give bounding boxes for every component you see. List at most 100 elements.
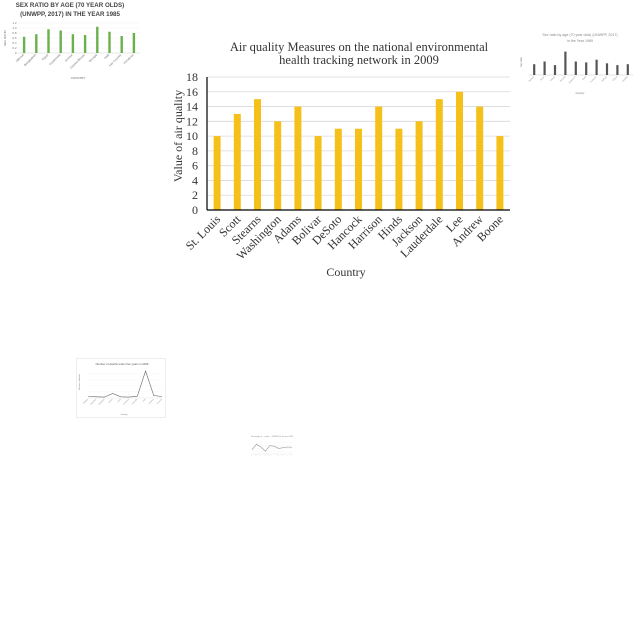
thumb-x-tick: Greece <box>64 53 74 63</box>
thumb-x-tick: Bolivia <box>550 76 556 82</box>
bar-boone <box>496 136 504 210</box>
x-tick-labels: St. LouisScottStearnsWashingtonAdamsBoli… <box>183 212 506 263</box>
thumb-x-tick: g <box>277 455 279 457</box>
thumbnail-deaths-line-chart: Number of deaths under five years in 200… <box>76 358 166 418</box>
y-tick-label: 8 <box>192 144 198 158</box>
thumb-bar <box>585 62 588 75</box>
thumb-bar <box>626 64 629 75</box>
thumb-bar <box>553 65 557 75</box>
thumb-x-tick: Gambia <box>622 76 629 83</box>
thumb-y-tick: 1.2 <box>12 21 17 25</box>
bar-hancock <box>355 128 362 210</box>
thumb-bar <box>35 34 38 53</box>
thumb-bar <box>595 59 598 75</box>
thumb-x-tick: Belize <box>108 399 113 404</box>
thumb-y-tick: 1.0 <box>12 26 17 30</box>
thumb-bar <box>574 61 577 75</box>
thumb-x-tick: Guatemala <box>48 53 61 66</box>
bar-desoto <box>334 128 342 210</box>
thumb-x-tick: c <box>260 455 262 457</box>
thumb-tr-title-1: Sex ratio by age (70 year olds) (UNWPP, … <box>542 33 617 37</box>
thumb-x-tick: Dominica <box>123 399 130 406</box>
thumb-bar <box>22 36 26 53</box>
thumb-tr-xlabel: Country <box>576 92 586 95</box>
y-tick-label: 18 <box>186 70 198 84</box>
x-axis-label: Country <box>326 265 365 279</box>
thumb-x-tick: Bangladesh <box>23 53 37 67</box>
y-tick-label: 0 <box>192 203 198 217</box>
thumb-x-tick: h <box>282 455 284 457</box>
x-tick-label: St. Louis <box>183 212 224 253</box>
bar-jackson <box>415 121 423 210</box>
thumb-x-tick: Djibouti <box>601 75 608 82</box>
thumb-bar <box>605 63 609 75</box>
thumb-series-line <box>87 370 163 398</box>
bar-st-louis <box>213 136 221 210</box>
thumb-x-tick: Jamaica <box>148 399 154 405</box>
thumb-x-tick: Benin <box>540 76 545 81</box>
y-tick-label: 16 <box>186 85 198 99</box>
thumb-bar <box>120 36 123 53</box>
thumb-x-tick: St Lucia <box>156 398 163 405</box>
thumb-tr-ylabel: Sex ratio <box>520 56 523 66</box>
thumb-bar <box>71 34 75 53</box>
bar-adams <box>294 106 302 210</box>
thumb-bar <box>132 33 136 53</box>
bar-lee <box>456 91 463 210</box>
thumb-y-tick: 0.8 <box>12 31 17 35</box>
y-tick-label: 10 <box>186 129 198 143</box>
y-tick-label: 12 <box>186 114 198 128</box>
thumb-ml-title: Number of deaths under five years in 200… <box>96 362 149 366</box>
thumbnail-tiny-line-chart: Percentage of ... under ... (UNWPP) in t… <box>251 435 293 457</box>
thumb-y-tick: 0.4 <box>12 41 17 45</box>
thumb-x-tick: Cuba <box>117 399 121 403</box>
bar-washington <box>274 121 282 210</box>
chart-title-line-1: Air quality Measures on the national env… <box>230 40 489 54</box>
thumb-bar <box>564 51 567 75</box>
thumb-bar <box>59 30 62 53</box>
thumb-series-line <box>251 443 293 452</box>
thumb-x-tick: f <box>273 454 275 456</box>
thumb-x-tick: a <box>251 455 253 457</box>
thumb-x-tick: Haiti <box>142 398 147 403</box>
thumb-tl-title-1: SEX RATIO BY AGE (70 YEAR OLDS) <box>16 2 124 9</box>
thumb-x-tick: i <box>287 454 289 456</box>
thumbnail-sex-ratio-chart-grey: Sex ratio by age (70 year olds) (UNWPP, … <box>520 33 633 95</box>
thumb-x-tick: e <box>269 455 271 457</box>
thumb-ml-xlabel: Country <box>120 413 127 416</box>
y-tick-label: 2 <box>192 188 198 202</box>
thumb-x-tick: Barbados <box>98 399 105 406</box>
thumb-tr-title-2: in the Year 1985 <box>567 39 593 43</box>
thumb-bar <box>616 65 619 75</box>
bar-harrison <box>375 106 383 210</box>
thumb-x-tick: Djibouti <box>15 53 25 63</box>
thumb-x-tick: Cameroon <box>568 76 576 84</box>
thumb-bar <box>83 35 87 53</box>
bar-andrew <box>476 106 484 210</box>
thumb-x-tick: Bahamas <box>90 399 97 406</box>
thumb-x-tick: d <box>264 455 266 457</box>
bar-hinds <box>395 128 403 210</box>
thumb-ml-ylabel: Number of deaths <box>78 374 81 390</box>
thumb-x-tick: Chad <box>582 76 587 81</box>
thumb-x-tick: Comoros <box>590 76 597 83</box>
thumb-x-tick: Honduras <box>123 53 135 65</box>
thumb-y-tick: 0.6 <box>12 36 17 40</box>
thumb-b-title: Percentage of ... under ... (UNWPP) in t… <box>251 435 293 438</box>
thumb-bar <box>543 61 546 75</box>
thumb-bar <box>96 26 99 53</box>
thumb-tl-ylabel: SEX RATIO <box>3 29 7 45</box>
thumb-x-tick: Egypt <box>41 53 49 61</box>
y-tick-label: 4 <box>192 173 198 187</box>
thumb-x-tick: Eritrea <box>612 75 619 82</box>
thumb-bar <box>47 29 50 53</box>
thumb-tl-xlabel: COUNTRY <box>71 76 86 80</box>
thumb-x-tick: Georgia <box>88 53 99 64</box>
thumb-x-tick: Grenada <box>132 399 138 405</box>
thumbnail-sex-ratio-chart-green: SEX RATIO BY AGE (70 YEAR OLDS) (UNWPP, … <box>3 2 140 80</box>
bar-lauderdale <box>435 99 443 210</box>
y-tick-label: 6 <box>192 159 198 173</box>
thumb-y-tick: 0.2 <box>12 46 17 50</box>
y-axis-label: Value of air quality <box>171 90 185 182</box>
